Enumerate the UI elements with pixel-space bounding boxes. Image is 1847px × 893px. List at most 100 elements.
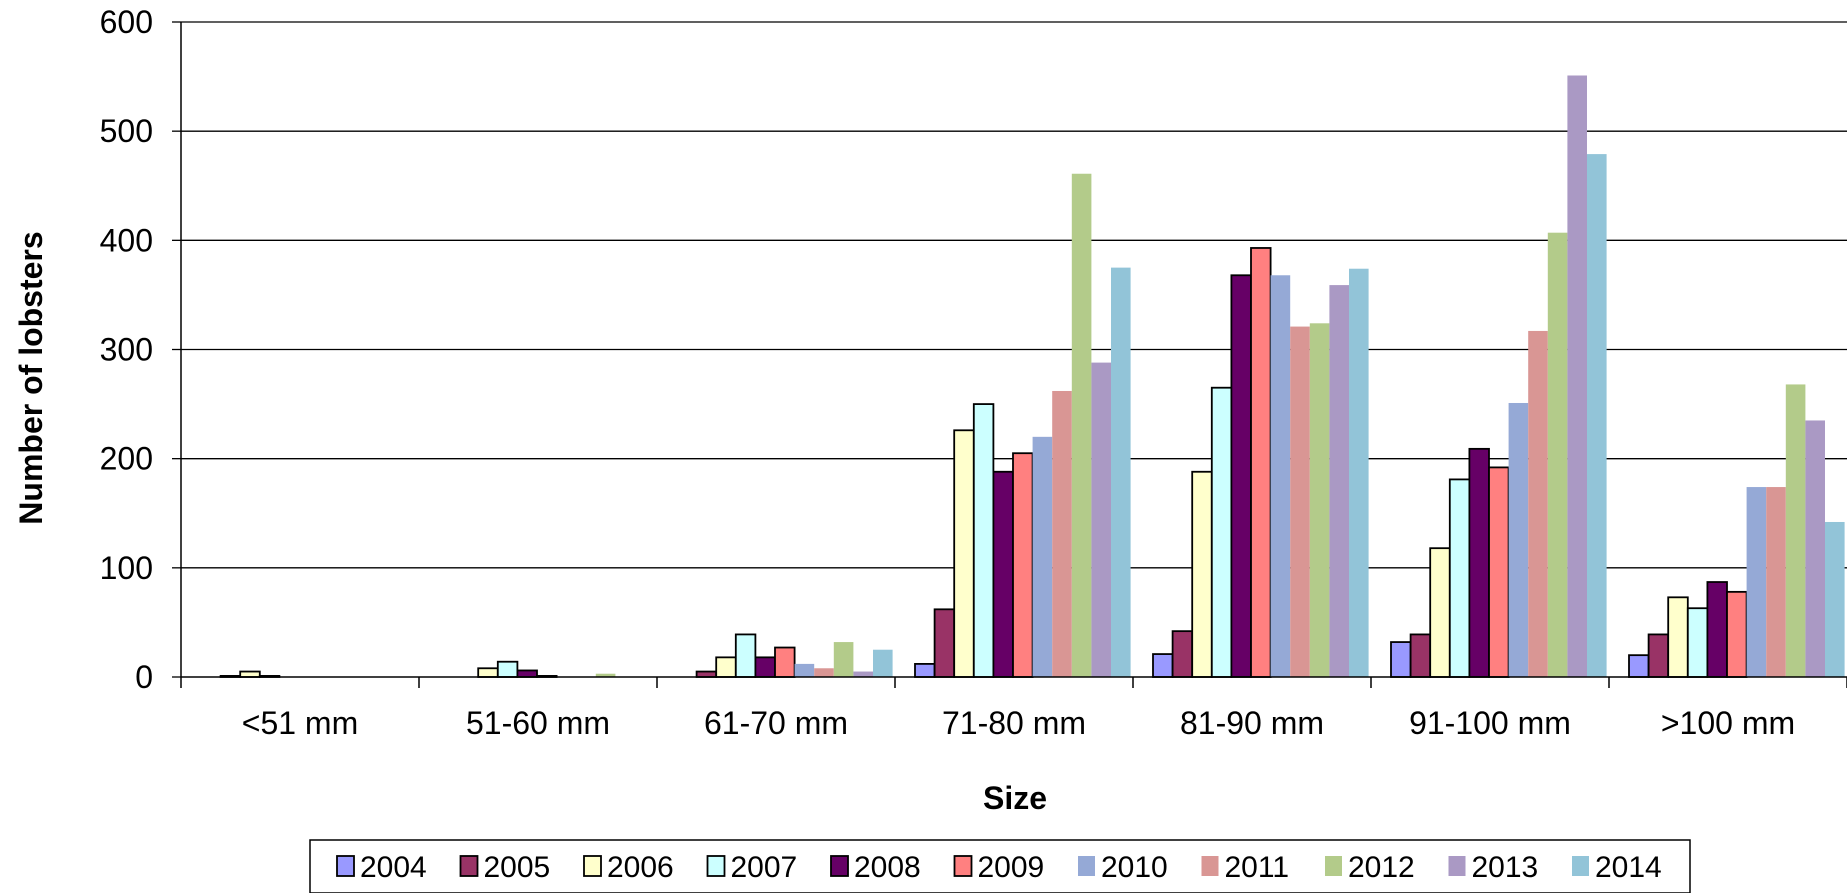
legend-item-2009: 2009 (953, 851, 1045, 884)
legend-item-2010: 2010 (1078, 851, 1168, 884)
legend-label: 2012 (1348, 851, 1415, 884)
y-tick-label: 300 (100, 332, 153, 368)
bar-2007-6 (1448, 478, 1471, 678)
y-tick-label: 200 (100, 441, 153, 477)
bar-2006-3 (715, 656, 737, 678)
legend-item-2008: 2008 (830, 851, 921, 884)
legend-label: 2005 (484, 851, 551, 884)
legend-item-2013: 2013 (1448, 851, 1539, 884)
bar-2012-6 (1547, 232, 1568, 678)
legend-label: 2008 (854, 851, 921, 884)
legend-swatch (953, 855, 973, 877)
legend-swatch (583, 855, 602, 877)
bar-2006-1 (239, 670, 261, 678)
bar-2005-6 (1409, 633, 1432, 678)
bar-2010-3 (794, 663, 815, 677)
y-tick-label: 0 (135, 659, 153, 695)
legend-item-2004: 2004 (336, 851, 427, 884)
bar-2008-5 (1230, 274, 1252, 678)
bar-2005-5 (1171, 630, 1194, 678)
legend-items: 2004 2005 2006 2007 2008 2009 2010 2011 2012 2013… (336, 851, 1662, 884)
bar-2010-7 (1746, 487, 1767, 677)
bar-2010-4 (1032, 436, 1053, 677)
bar-2013-6 (1567, 75, 1587, 677)
bar-2004-6 (1390, 641, 1412, 678)
bar-2008-7 (1706, 581, 1728, 678)
bar-2006-4 (953, 429, 975, 678)
bar-2008-4 (992, 470, 1014, 678)
legend-swatch (1325, 856, 1342, 876)
legend-label: 2006 (607, 851, 674, 884)
bar-2012-3 (833, 642, 854, 677)
x-tick-label: 71-80 mm (942, 705, 1086, 741)
bar-2009-6 (1488, 466, 1510, 678)
legend-item-2012: 2012 (1325, 851, 1415, 884)
legend-label: 2013 (1472, 851, 1539, 884)
bar-2013-7 (1805, 420, 1825, 677)
legend-swatch (830, 855, 849, 877)
bar-2006-6 (1429, 547, 1451, 678)
bar-2014-4 (1111, 267, 1131, 677)
bar-2014-5 (1349, 268, 1369, 677)
legend-item-2006: 2006 (583, 851, 674, 884)
bar-2007-3 (734, 633, 757, 678)
bar-2012-2 (595, 673, 616, 677)
legend-label: 2007 (731, 851, 798, 884)
legend: 2004 2005 2006 2007 2008 2009 2010 2011 2012 2013… (309, 839, 1691, 893)
legend-label: 2004 (360, 851, 427, 884)
bar-2011-7 (1766, 487, 1786, 677)
bar-2008-3 (754, 656, 776, 678)
y-tick-label: 500 (100, 113, 153, 149)
bar-2014-6 (1587, 154, 1607, 677)
bar-2010-6 (1508, 402, 1529, 677)
legend-label: 2014 (1595, 851, 1662, 884)
y-axis-title: Number of lobsters (13, 231, 49, 524)
legend-swatch (336, 855, 355, 877)
bars (219, 75, 1845, 678)
bar-2011-3 (814, 668, 834, 677)
bar-2013-4 (1091, 362, 1111, 677)
legend-item-2005: 2005 (459, 851, 551, 884)
bar-2008-6 (1468, 447, 1490, 678)
bar-2012-5 (1309, 323, 1330, 677)
y-tick-label: 400 (100, 222, 153, 258)
bar-2005-3 (695, 670, 718, 678)
bar-2009-7 (1726, 590, 1748, 678)
x-tick-label: 61-70 mm (704, 705, 848, 741)
bar-2013-3 (853, 671, 873, 677)
legend-label: 2011 (1225, 851, 1290, 884)
bar-2010-5 (1270, 275, 1291, 677)
bar-2011-4 (1052, 390, 1072, 677)
bar-2004-4 (914, 663, 936, 678)
legend-item-2007: 2007 (706, 851, 798, 884)
y-tick-labels: 0 100 200 300 400 500 600 (100, 4, 181, 695)
bar-2008-2 (516, 669, 538, 678)
bar-2012-7 (1785, 384, 1806, 677)
x-tick-labels: <51 mm 51-60 mm 61-70 mm 71-80 mm 81-90 mm 91… (180, 677, 1847, 741)
x-tick-label: <51 mm (242, 705, 358, 741)
bar-2007-5 (1210, 386, 1233, 678)
bar-2013-5 (1329, 285, 1349, 677)
bar-2012-4 (1071, 173, 1092, 677)
legend-swatch (1448, 856, 1466, 876)
y-tick-label: 100 (100, 550, 153, 586)
x-tick-label: 91-100 mm (1409, 705, 1571, 741)
bar-2011-6 (1528, 330, 1548, 677)
bar-2004-7 (1628, 654, 1650, 678)
bar-2007-2 (496, 660, 519, 678)
bar-2011-5 (1290, 326, 1310, 677)
x-tick-label: 51-60 mm (466, 705, 610, 741)
bar-2006-5 (1191, 470, 1213, 678)
y-tick-label: 600 (100, 4, 153, 40)
legend-swatch (1572, 856, 1589, 876)
x-tick-label: 81-90 mm (1180, 705, 1324, 741)
legend-label: 2009 (978, 851, 1045, 884)
bar-2005-4 (933, 608, 956, 678)
bar-2006-7 (1667, 596, 1689, 678)
legend-item-2011: 2011 (1201, 851, 1290, 884)
bar-2004-5 (1152, 653, 1174, 678)
legend-label: 2010 (1101, 851, 1168, 884)
bar-2009-5 (1250, 247, 1272, 678)
x-tick-label: >100 mm (1661, 705, 1795, 741)
